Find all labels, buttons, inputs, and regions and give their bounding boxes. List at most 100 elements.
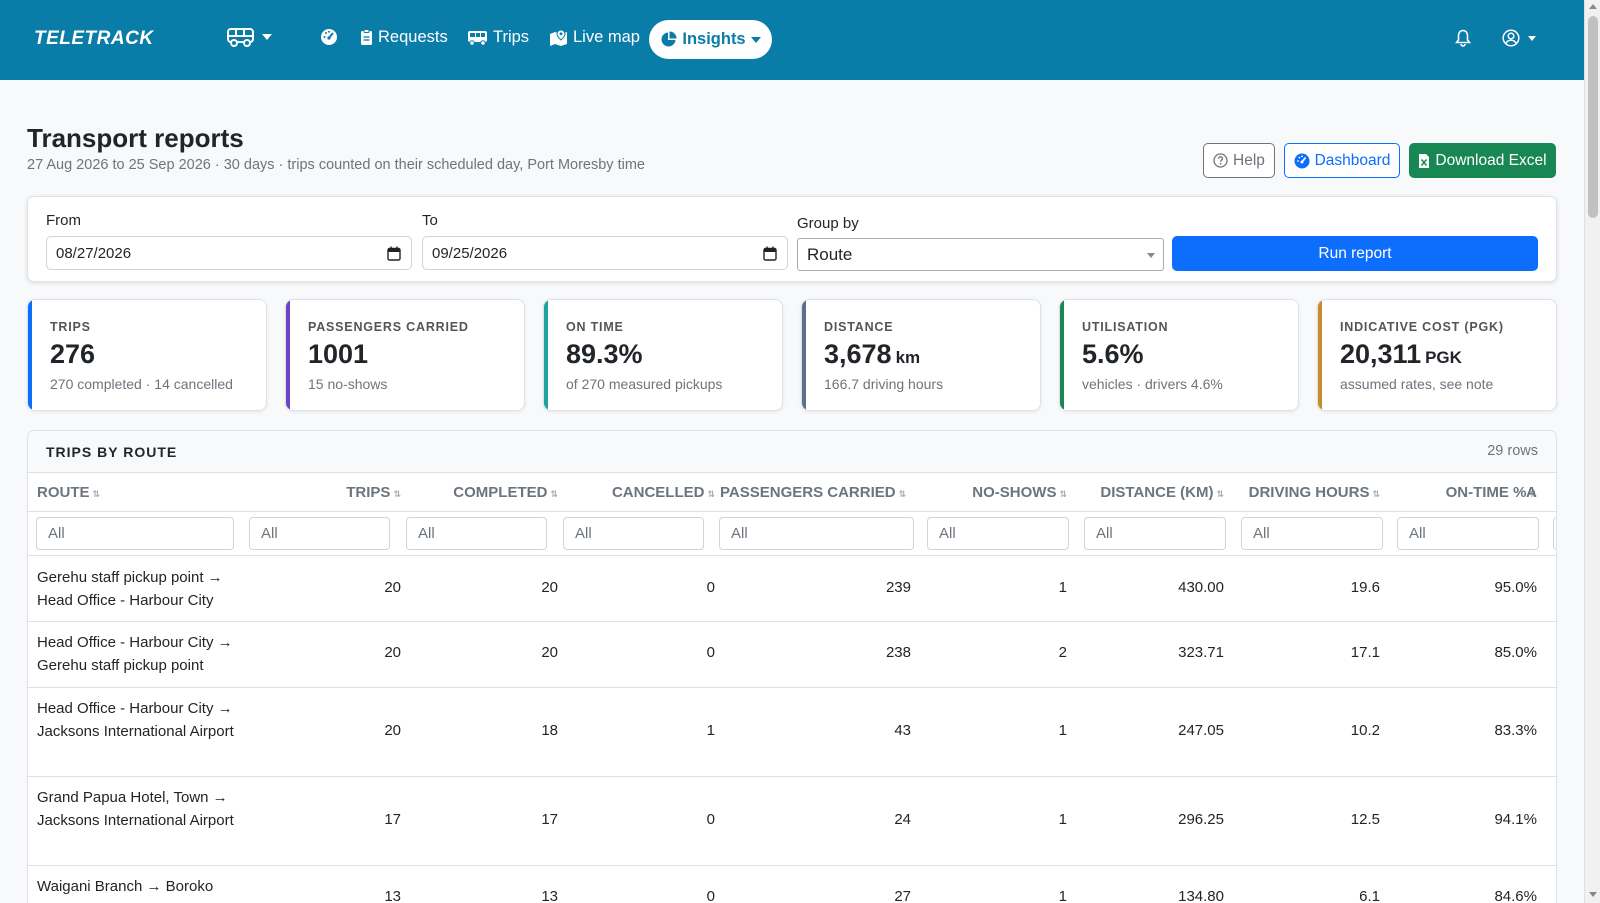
- dashboard-button[interactable]: Dashboard: [1284, 143, 1400, 178]
- kpi-card-trips: TRIPS 276 270 completed · 14 cancelled: [27, 299, 267, 411]
- nav-insights-menu[interactable]: Insights: [649, 20, 772, 59]
- table-header-bar: TRIPS BY ROUTE 29 rows: [28, 431, 1556, 473]
- download-excel-label: Download Excel: [1435, 151, 1547, 169]
- nav-link-live-map[interactable]: Live map: [549, 28, 640, 47]
- kpi-value: 89.3%: [566, 339, 643, 370]
- to-date-value: 09/25/2026: [432, 244, 508, 262]
- nav-link-label: Live map: [573, 28, 640, 46]
- map-icon: [550, 29, 567, 46]
- kpi-subtext: 15 no-shows: [308, 376, 388, 392]
- user-menu-toggle[interactable]: [1502, 29, 1536, 47]
- filter-input-on-time[interactable]: All: [1397, 517, 1539, 550]
- filter-input-no-shows[interactable]: All: [927, 517, 1069, 550]
- sort-icon: ⇅: [1372, 489, 1380, 499]
- group-by-value: Route: [807, 244, 853, 264]
- table-row[interactable]: Gerehu staff pickup point → Head Office …: [28, 556, 1556, 622]
- cell-no-shows: 1: [1058, 888, 1067, 903]
- filter-input-route[interactable]: All: [36, 517, 234, 550]
- filter-input-trips[interactable]: All: [249, 517, 390, 550]
- bell-icon: [1454, 29, 1472, 47]
- help-button-label: Help: [1233, 151, 1265, 169]
- chevron-down-icon: [262, 34, 272, 40]
- from-date-value: 08/27/2026: [56, 244, 132, 262]
- cell-completed: 18: [541, 722, 558, 739]
- column-header-route[interactable]: ROUTE ⇅: [37, 484, 100, 501]
- run-report-button[interactable]: Run report: [1172, 236, 1538, 271]
- kpi-label: TRIPS: [50, 320, 91, 334]
- column-header-label: CANCELLED: [611, 484, 705, 501]
- column-header-driving-hours[interactable]: DRIVING HOURS ⇅: [1249, 484, 1380, 501]
- download-excel-button[interactable]: Download Excel: [1409, 143, 1556, 178]
- from-date-input[interactable]: 08/27/2026: [46, 236, 412, 270]
- column-header-label: NO-SHOWS: [972, 484, 1057, 501]
- cell-on-time: 95.0%: [1494, 579, 1537, 596]
- overview-link[interactable]: [320, 28, 338, 51]
- brand-logo[interactable]: TELETRACK: [34, 28, 154, 49]
- kpi-value: 20,311 PGK: [1340, 339, 1462, 370]
- cell-trips: 20: [384, 579, 401, 596]
- calendar-icon[interactable]: [763, 246, 777, 261]
- cell-no-shows: 1: [1058, 579, 1067, 596]
- column-header-passengers[interactable]: PASSENGERS CARRIED ⇅: [720, 484, 906, 501]
- from-label: From: [46, 212, 81, 229]
- calendar-icon[interactable]: [387, 246, 401, 261]
- group-by-label: Group by: [797, 215, 859, 232]
- nav-link-trips[interactable]: Trips: [467, 28, 529, 47]
- filter-input-completed[interactable]: All: [406, 517, 547, 550]
- cell-trips: 20: [384, 722, 401, 739]
- table-row[interactable]: Head Office - Harbour City → Gerehu staf…: [28, 622, 1556, 688]
- report-filter-card: From 08/27/2026 To 09/25/2026 Group by R…: [27, 196, 1557, 282]
- kpi-number: 276: [50, 339, 96, 369]
- notifications-button[interactable]: [1454, 29, 1472, 52]
- filter-input-cancelled[interactable]: All: [563, 517, 704, 550]
- sort-icon: ⇅: [1059, 489, 1067, 499]
- nav-insights-label: Insights: [682, 30, 746, 48]
- scroll-up-arrow-icon[interactable]: [1589, 4, 1597, 9]
- pie-chart-icon: [661, 31, 677, 47]
- filter-input-distance[interactable]: All: [1084, 517, 1226, 550]
- kpi-accent-bar: [544, 300, 548, 410]
- column-header-trips[interactable]: TRIPS ⇅: [346, 484, 401, 501]
- column-header-label: A: [1526, 484, 1537, 501]
- column-header-overflow[interactable]: A: [1526, 484, 1537, 501]
- kpi-number: 1001: [308, 339, 369, 369]
- column-header-cancelled[interactable]: CANCELLED ⇅: [612, 484, 715, 501]
- column-header-completed[interactable]: COMPLETED ⇅: [453, 484, 558, 501]
- column-header-on-time[interactable]: ON-TIME % ⇅: [1446, 484, 1537, 501]
- table-row[interactable]: Waigani Branch → Boroko Branch 13 13 0 2…: [28, 866, 1556, 903]
- filter-input-driving-hours[interactable]: All: [1241, 517, 1383, 550]
- kpi-subtext: 270 completed · 14 cancelled: [50, 376, 233, 392]
- table-title: TRIPS BY ROUTE: [46, 444, 178, 460]
- scroll-thumb[interactable]: [1588, 16, 1598, 218]
- kpi-value: 1001: [308, 339, 368, 370]
- table-row[interactable]: Grand Papua Hotel, Town → Jacksons Inter…: [28, 777, 1556, 866]
- help-button[interactable]: Help: [1203, 143, 1275, 178]
- table-row[interactable]: Head Office - Harbour City → Jacksons In…: [28, 688, 1556, 777]
- kpi-subtext: vehicles · drivers 4.6%: [1082, 376, 1223, 392]
- scroll-down-arrow-icon[interactable]: [1589, 892, 1597, 897]
- column-header-no-shows[interactable]: NO-SHOWS ⇅: [972, 484, 1067, 501]
- kpi-accent-bar: [28, 300, 32, 410]
- chevron-down-icon: [750, 36, 761, 43]
- cell-completed: 20: [541, 644, 558, 661]
- filter-input-overflow[interactable]: [1553, 517, 1556, 550]
- kpi-card-on-time: ON TIME 89.3% of 270 measured pickups: [543, 299, 783, 411]
- cell-distance: 430.00: [1178, 579, 1224, 596]
- kpi-unit: PGK: [1425, 348, 1462, 367]
- filter-input-passengers[interactable]: All: [719, 517, 914, 550]
- column-header-label: ON-TIME %: [1445, 484, 1527, 501]
- column-header-distance[interactable]: DISTANCE (KM) ⇅: [1100, 484, 1224, 501]
- kpi-number: 5.6%: [1082, 339, 1144, 369]
- to-date-input[interactable]: 09/25/2026: [422, 236, 788, 270]
- vehicle-menu-toggle[interactable]: [226, 26, 272, 48]
- sort-icon: ⇅: [1216, 489, 1224, 499]
- cell-completed: 17: [541, 811, 558, 828]
- kpi-number: 20,311: [1340, 339, 1422, 369]
- filter-divider: [28, 555, 1556, 556]
- page-scrollbar[interactable]: [1584, 0, 1600, 903]
- sort-icon: ⇅: [1529, 489, 1537, 499]
- nav-link-requests[interactable]: Requests: [360, 28, 448, 47]
- cell-cancelled: 0: [706, 644, 715, 661]
- kpi-card-utilisation: UTILISATION 5.6% vehicles · drivers 4.6%: [1059, 299, 1299, 411]
- group-by-select[interactable]: Route: [797, 238, 1164, 271]
